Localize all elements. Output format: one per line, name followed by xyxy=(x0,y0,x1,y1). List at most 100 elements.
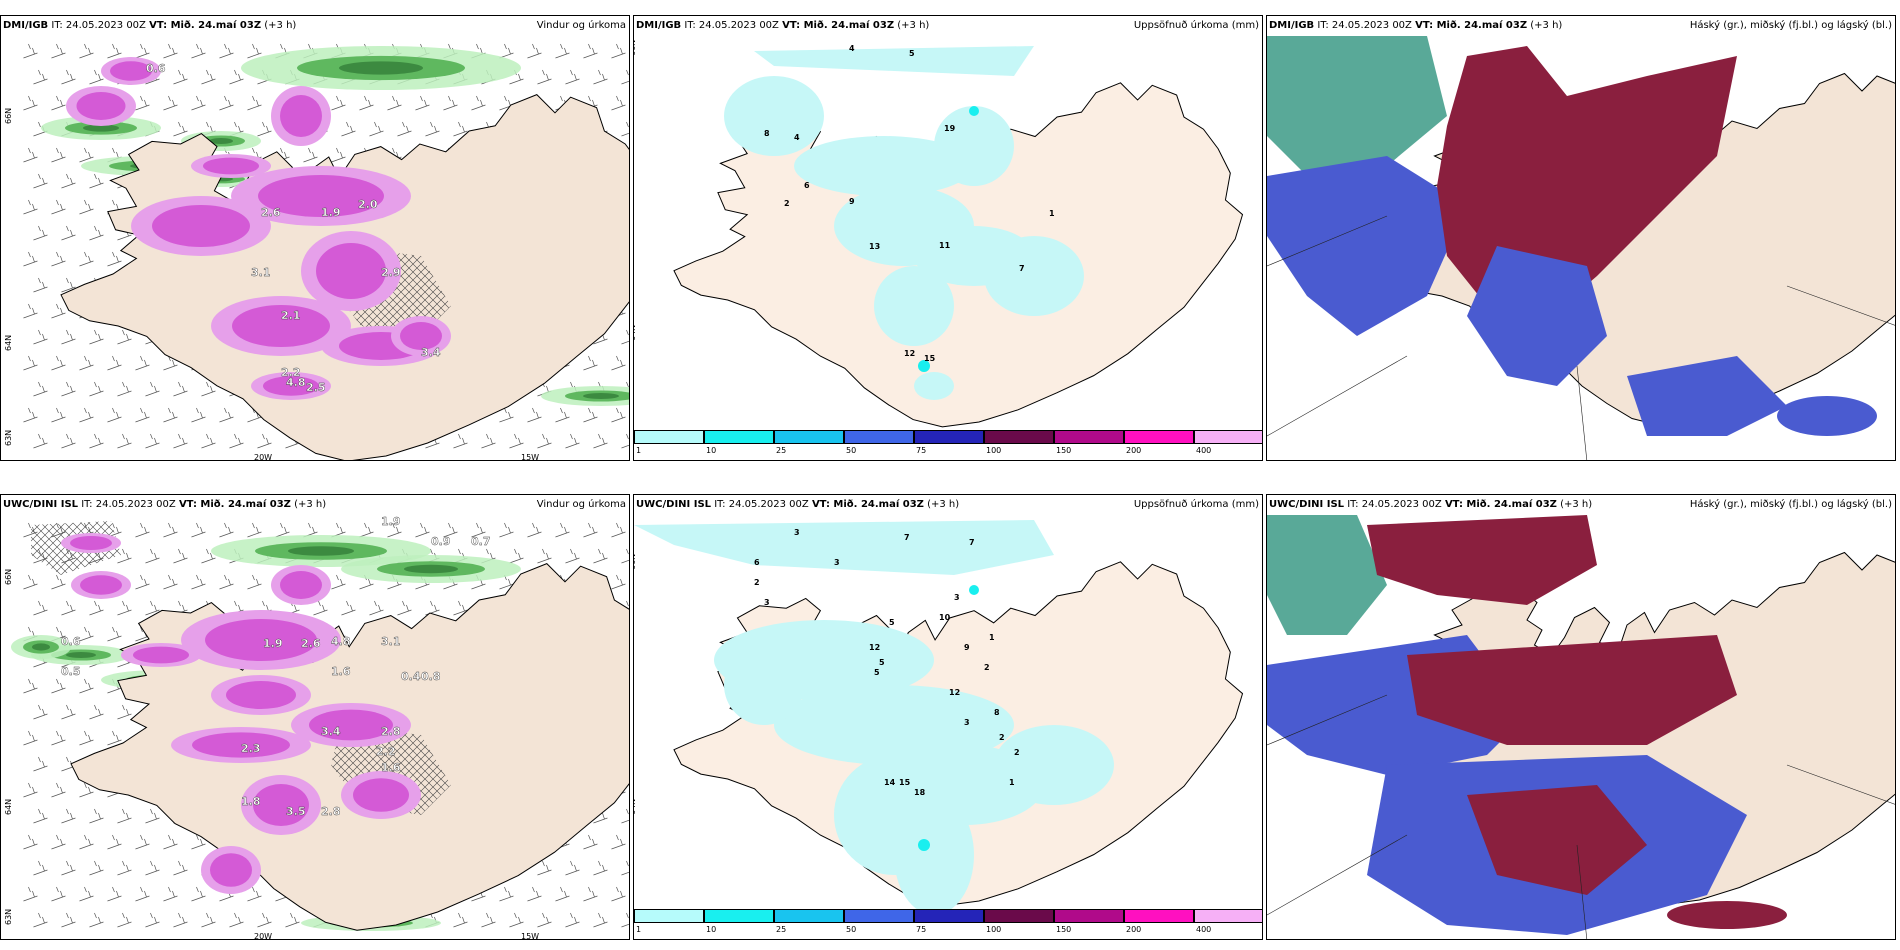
wind-barb xyxy=(583,834,598,850)
lon-label-20w: 20W xyxy=(254,453,273,461)
colorbar-tick: 75 xyxy=(916,446,927,455)
accum-precip-label: 12 xyxy=(904,349,915,358)
wind-barb xyxy=(527,522,542,538)
wind-barb xyxy=(331,147,346,163)
mid-cloud-area xyxy=(1407,635,1737,745)
map-frame-line xyxy=(1576,365,1588,460)
colorbar-cell xyxy=(984,909,1054,923)
low-cloud-area xyxy=(1467,246,1607,386)
map-frame-line xyxy=(1267,834,1408,916)
wind-barb xyxy=(527,886,542,902)
wind-barb xyxy=(527,43,542,59)
wind-barb xyxy=(33,912,48,928)
wind-barb xyxy=(555,407,570,423)
wind-barb xyxy=(173,69,188,85)
colorbar-cell xyxy=(1054,909,1124,923)
high-cloud-area xyxy=(1267,515,1387,635)
wind-barb xyxy=(481,433,496,449)
wind-barb xyxy=(397,600,412,616)
wind-barb xyxy=(51,43,66,59)
low-cloud-area xyxy=(1777,396,1877,436)
wind-barb xyxy=(593,69,608,85)
wind-barb xyxy=(79,782,94,798)
precip-value-label: 0.7 xyxy=(471,535,491,548)
magenta-precip-core xyxy=(263,376,319,396)
wind-barb xyxy=(79,355,94,371)
colorbar-cell xyxy=(1194,430,1262,444)
colorbar-cell xyxy=(774,909,844,923)
wind-barb xyxy=(509,433,524,449)
wind-barb xyxy=(79,678,94,694)
accum-precip-label: 3 xyxy=(834,558,840,567)
wind-barb xyxy=(621,548,629,564)
wind-barb xyxy=(313,600,328,616)
wind-barb xyxy=(33,600,48,616)
wind-barb xyxy=(229,69,244,85)
wind-barb xyxy=(415,522,430,538)
wind-barb xyxy=(163,522,178,538)
accum-precip-label: 9 xyxy=(964,643,970,652)
wind-barb xyxy=(369,600,384,616)
wind-barb xyxy=(247,95,262,111)
precip-value-label: 2.5 xyxy=(306,381,326,394)
wind-barb xyxy=(117,704,132,720)
accum-precip-label: 2 xyxy=(999,733,1005,742)
wind-barb xyxy=(359,522,374,538)
wind-barb xyxy=(107,407,122,423)
magenta-precip-core xyxy=(316,243,386,299)
precip-peak xyxy=(918,839,930,851)
wind-barb xyxy=(135,886,150,902)
precip-light-area xyxy=(934,106,1014,186)
lat-label-64n: 64N xyxy=(4,798,13,815)
wind-barb xyxy=(201,381,216,397)
wind-barb xyxy=(555,886,570,902)
wind-barb xyxy=(453,433,468,449)
precip-value-label: 0.6 xyxy=(146,62,166,75)
wind-barb xyxy=(611,886,626,902)
wind-barb xyxy=(33,381,48,397)
wind-barb xyxy=(145,860,160,876)
accum-precip-label: 7 xyxy=(1019,264,1025,273)
accum-precip-label: 12 xyxy=(949,688,960,697)
wind-barb xyxy=(117,329,132,345)
wind-barb xyxy=(565,433,580,449)
wind-barb xyxy=(23,147,38,163)
wind-barb xyxy=(499,522,514,538)
wind-barb xyxy=(79,626,94,642)
wind-barb xyxy=(415,95,430,111)
wind-barb xyxy=(219,95,234,111)
wind-barb xyxy=(537,433,552,449)
panel-header: UWC/DINI ISL IT: 24.05.2023 00Z VT: Mið.… xyxy=(1269,499,1593,510)
colorbar-tick: 10 xyxy=(706,446,717,455)
lat-label-66n: 66N xyxy=(633,553,637,570)
lon-label-15w: 15W xyxy=(521,932,540,940)
magenta-precip-core xyxy=(400,322,442,350)
wind-barb xyxy=(61,600,76,616)
wind-barb xyxy=(51,355,66,371)
cloud-cover-map xyxy=(1267,515,1895,939)
wind-barb xyxy=(499,43,514,59)
wind-barb xyxy=(33,173,48,189)
lat-label-66n: 66N xyxy=(4,568,13,585)
wind-barb xyxy=(79,251,94,267)
wind-barb xyxy=(341,600,356,616)
accum-precip-label: 3 xyxy=(964,718,970,727)
magenta-precip-core xyxy=(353,778,409,812)
wind-barb xyxy=(611,95,626,111)
wind-barb xyxy=(331,522,346,538)
colorbar-tick: 150 xyxy=(1056,925,1072,934)
wind-barb xyxy=(303,522,318,538)
colorbar-cell xyxy=(1124,909,1194,923)
wind-barb xyxy=(341,121,356,137)
panel-product-title: Vindur og úrkoma xyxy=(536,499,626,510)
accum-precip-label: 3 xyxy=(764,598,770,607)
accum-precip-label: 3 xyxy=(794,528,800,537)
wind-barb xyxy=(303,147,318,163)
wind-barb xyxy=(611,43,626,59)
wind-barb xyxy=(135,834,150,850)
wind-barb xyxy=(331,95,346,111)
wind-barb xyxy=(117,912,132,928)
magenta-precip-core xyxy=(76,92,126,120)
precip-value-label: 3.5 xyxy=(286,805,306,818)
wind-barb xyxy=(453,912,468,928)
